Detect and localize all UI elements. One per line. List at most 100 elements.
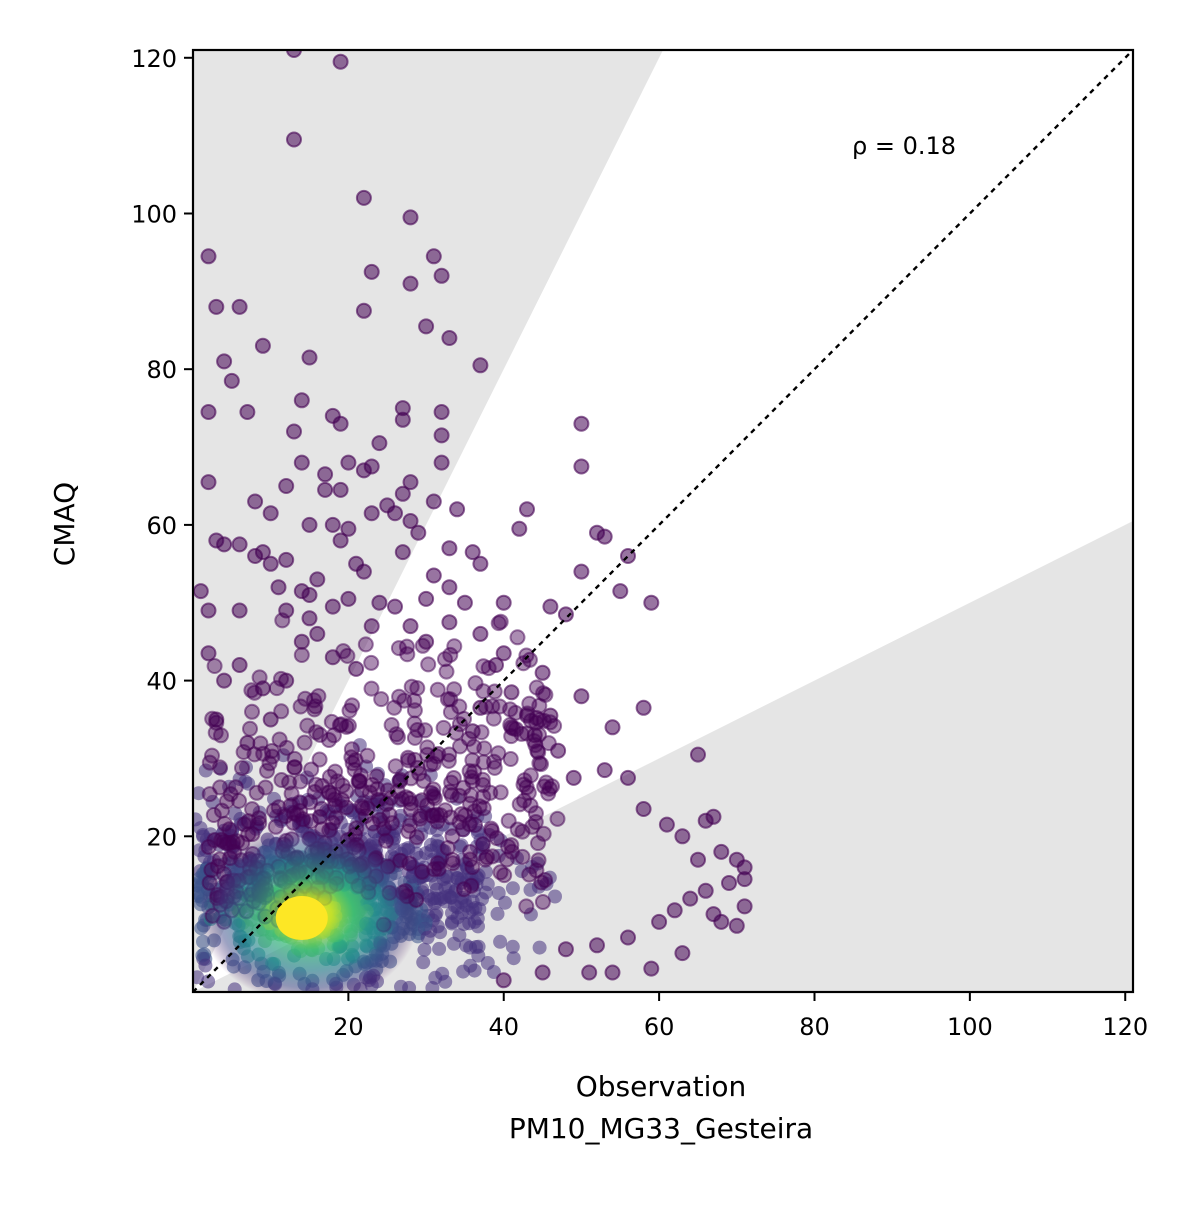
scatter-point (338, 799, 355, 816)
x-axis: 20 40 60 80 100 120 (333, 992, 1148, 1041)
scatter-point (429, 681, 446, 698)
scatter-point (420, 656, 437, 673)
density-point (402, 980, 417, 992)
scatter-point (519, 501, 535, 518)
scatter-point (666, 902, 683, 919)
scatter-point (524, 818, 541, 835)
scatter-point (248, 784, 265, 801)
scatter-point (414, 863, 431, 880)
scatter-point (521, 866, 538, 883)
scatter-point (526, 727, 543, 744)
density-point (490, 906, 505, 921)
scatter-point (419, 746, 436, 763)
scatter-point (495, 594, 512, 611)
scatter-point (262, 711, 279, 728)
scatter-point (357, 636, 374, 653)
density-point (432, 941, 447, 956)
scatter-point (363, 263, 380, 280)
scatter-point (441, 579, 458, 596)
scatter-point (270, 799, 287, 816)
scatter-point (216, 672, 233, 689)
density-point (467, 914, 482, 929)
scatter-point (635, 801, 652, 817)
scatter-point (327, 809, 344, 826)
density-point (439, 869, 453, 884)
scatter-point (313, 800, 330, 817)
scatter-point (697, 882, 714, 899)
scatter-point (537, 686, 554, 703)
scatter-point (596, 762, 613, 779)
scatter-point (509, 629, 526, 646)
scatter-point (475, 777, 491, 793)
scatter-point (620, 929, 636, 946)
scatter-point (355, 189, 372, 206)
scatter-point (475, 788, 492, 805)
scatter-point (409, 722, 426, 738)
scatter-point (604, 964, 621, 981)
scatter-point (433, 267, 450, 284)
density-point (445, 915, 459, 929)
scatter-point (425, 248, 442, 265)
scatter-point (534, 664, 551, 681)
x-tick-label: 100 (947, 1013, 993, 1041)
scatter-point (340, 520, 357, 537)
scatter-point (519, 707, 535, 724)
scatter-point (425, 567, 442, 584)
scatter-point (612, 583, 629, 600)
scatter-point (690, 746, 706, 763)
scatter-point (423, 785, 440, 801)
scatter-point (296, 734, 313, 751)
scatter-point (518, 647, 535, 664)
scatter-point (278, 672, 295, 689)
scatter-point (433, 404, 450, 420)
scatter-point (520, 784, 537, 801)
scatter-point (324, 516, 341, 533)
scatter-point (311, 751, 328, 768)
scatter-point (464, 544, 481, 561)
scatter-point (355, 302, 372, 319)
scatter-point (408, 829, 425, 846)
scatter-point (728, 917, 745, 934)
density-core (199, 824, 420, 992)
density-point (239, 760, 253, 775)
scatter-point (193, 583, 209, 600)
scatter-point (438, 663, 455, 680)
scatter-point (262, 555, 279, 572)
scatter-point (573, 458, 590, 475)
scatter-point (495, 972, 512, 989)
density-point (267, 791, 281, 806)
scatter-point (383, 789, 399, 806)
scatter-point (301, 516, 318, 533)
scatter-point (332, 53, 349, 70)
scatter-point (557, 606, 574, 623)
scatter-point (418, 633, 435, 650)
scatter-point (466, 763, 483, 780)
y-tick-label: 60 (146, 512, 177, 540)
scatter-point (511, 520, 528, 537)
scatter-point (503, 843, 520, 860)
density-point (201, 974, 216, 989)
scatter-point (466, 738, 482, 755)
density-point (352, 738, 367, 753)
scatter-point (596, 528, 613, 545)
scatter-point (581, 964, 598, 981)
scatter-point (317, 466, 334, 483)
scatter-point (713, 843, 730, 860)
scatter-points (193, 50, 753, 989)
scatter-point (402, 513, 419, 529)
scatter-point (231, 657, 248, 673)
y-tick-label: 120 (131, 45, 177, 73)
scatter-point (475, 683, 492, 700)
scatter-point (433, 454, 450, 471)
scatter-point (310, 688, 327, 705)
scatter-point (456, 594, 473, 611)
scatter-point (244, 703, 260, 720)
scatter-point (339, 647, 356, 664)
scatter-point (262, 505, 279, 522)
scatter-point (371, 594, 388, 611)
scatter-point (239, 734, 256, 751)
density-point (416, 955, 431, 970)
y-axis-title: CMAQ (48, 482, 81, 566)
density-point (523, 907, 538, 922)
scatter-point (492, 784, 509, 801)
